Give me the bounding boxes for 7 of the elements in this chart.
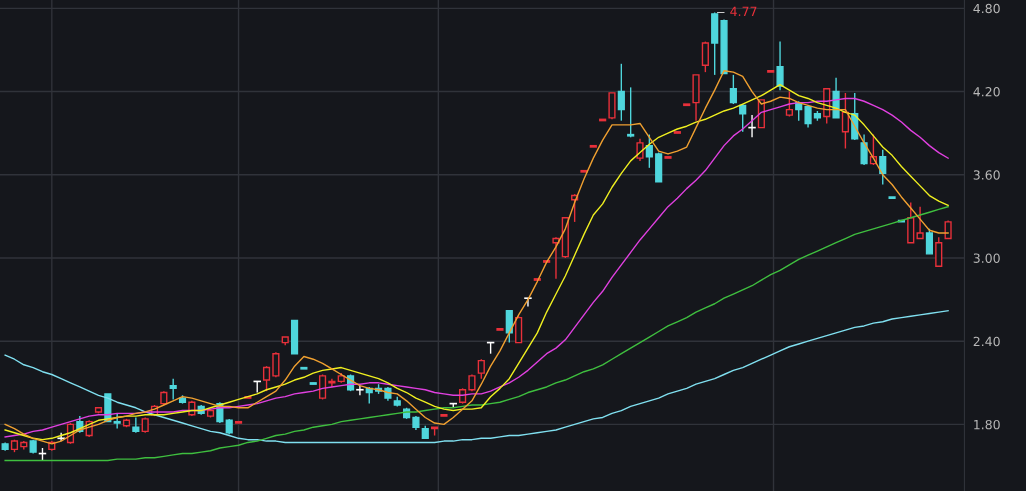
y-tick-label: 4.20 bbox=[973, 87, 1000, 97]
y-tick-label: 3.60 bbox=[973, 170, 1000, 180]
y-tick-label: 2.40 bbox=[973, 336, 1000, 347]
y-tick-label: 3.00 bbox=[973, 253, 1000, 263]
annotation: 4.77 bbox=[730, 6, 757, 16]
y-tick-label: 4.80 bbox=[973, 3, 1000, 14]
y-tick-label: 1.80 bbox=[974, 419, 1000, 430]
